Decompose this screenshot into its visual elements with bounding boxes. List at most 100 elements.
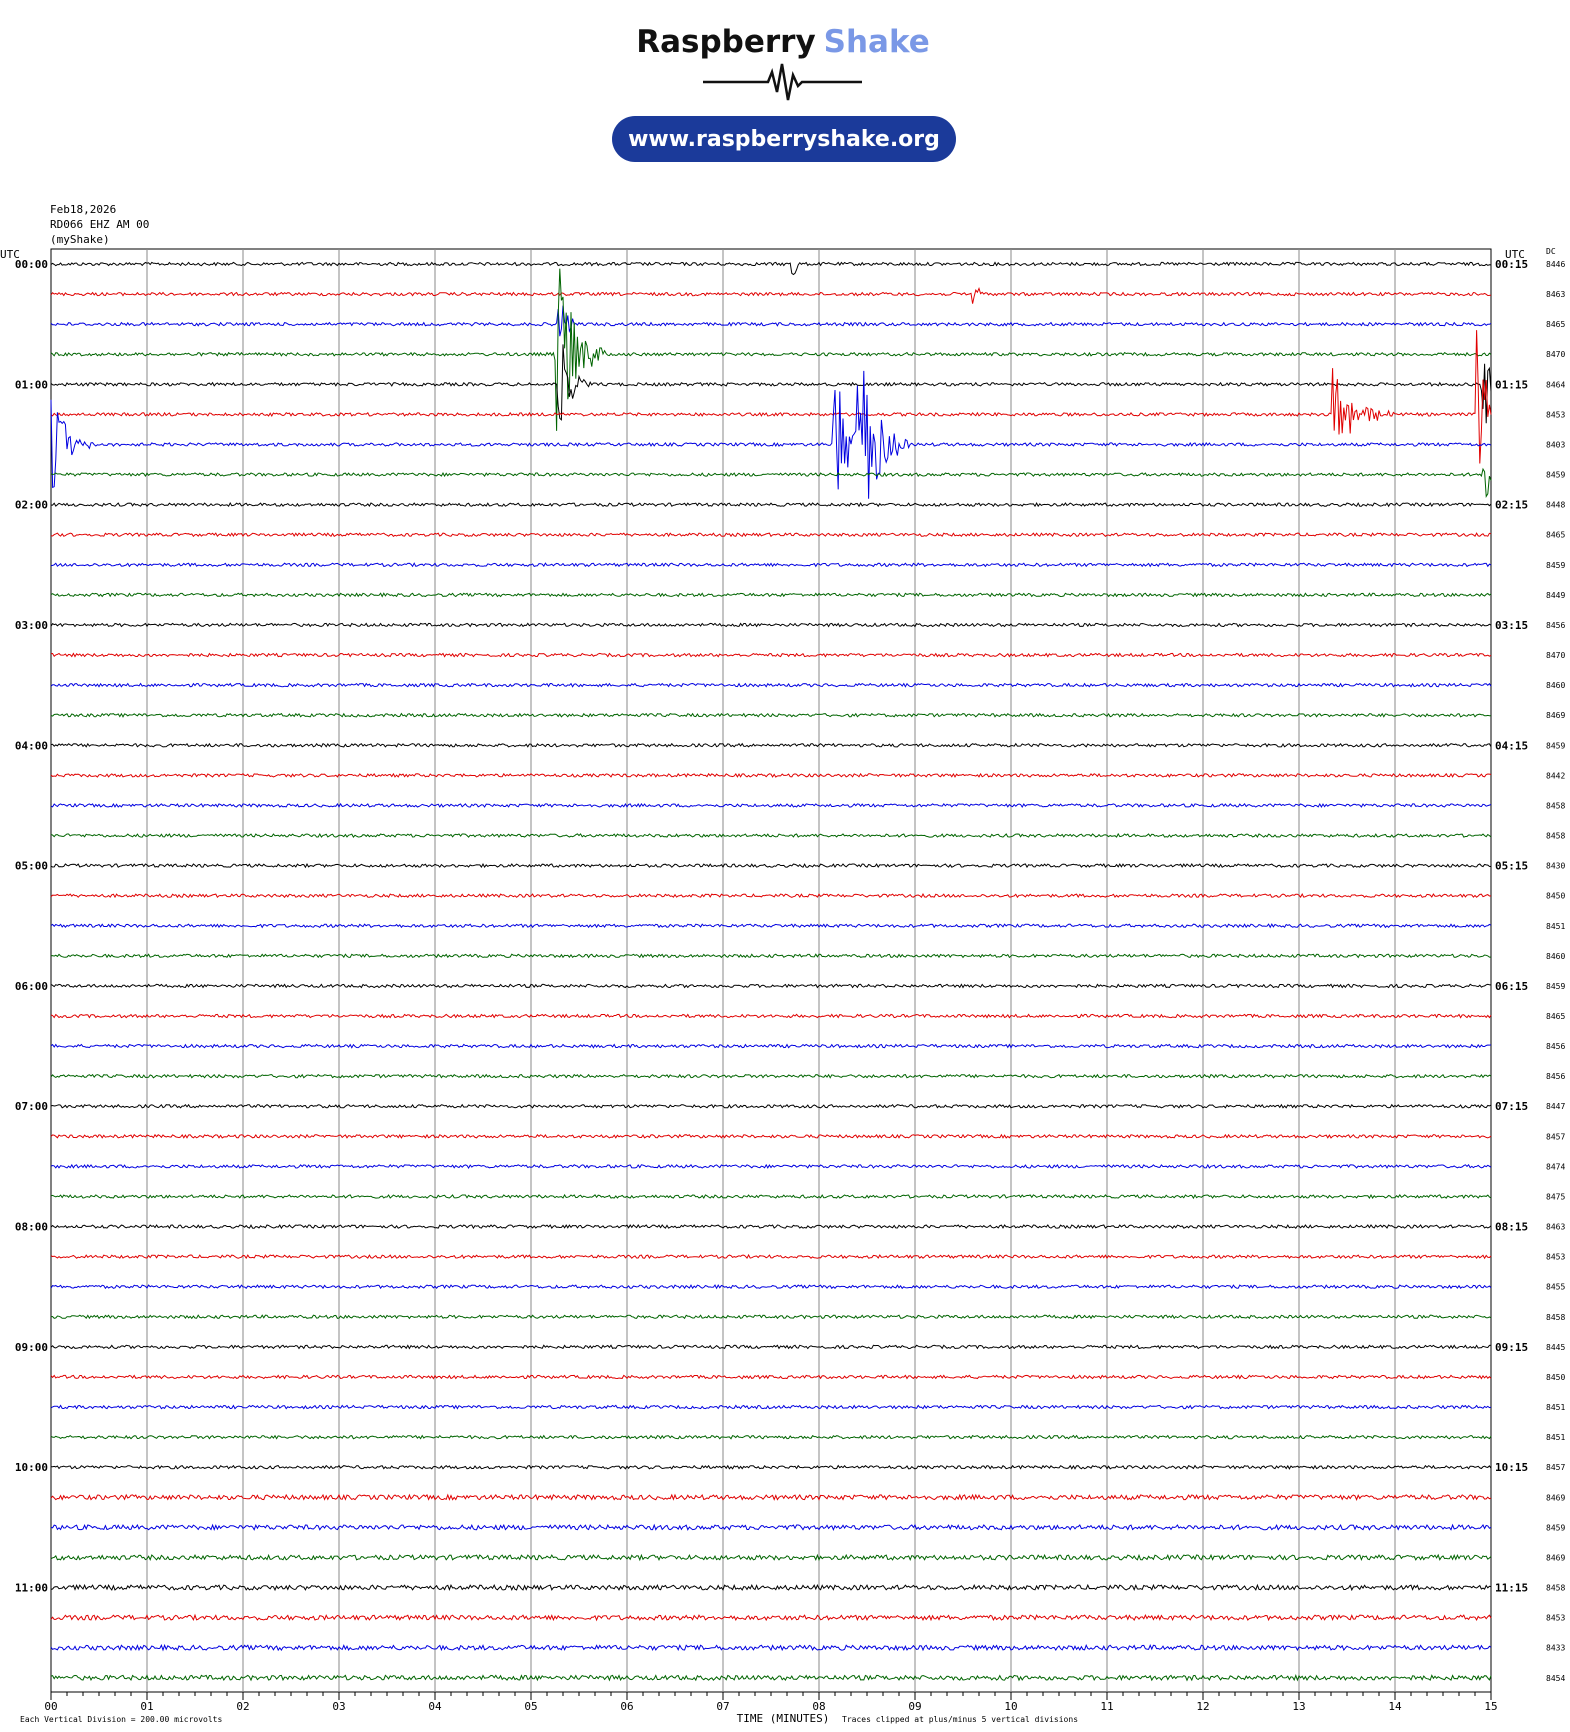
dc-title: DC [1546,247,1556,256]
dc-value: 8403 [1546,440,1565,449]
trace [50,802,1492,809]
trace [50,1163,1492,1169]
trace [50,893,1492,899]
trace [50,923,1492,929]
dc-value: 8474 [1546,1162,1565,1171]
trace [50,532,1492,538]
trace [50,1284,1492,1290]
right-axis-title: UTC [1505,248,1525,261]
left-time-label: 08:00 [15,1221,48,1234]
trace [50,330,1492,464]
dc-value: 8458 [1546,1584,1565,1593]
trace [50,983,1492,989]
right-time-label: 09:15 [1495,1341,1528,1354]
trace [50,1224,1492,1230]
dc-value: 8457 [1546,1132,1565,1141]
right-time-label: 00:15 [1495,258,1528,271]
trace [50,742,1492,748]
trace [50,1404,1492,1410]
dc-value: 8442 [1546,771,1565,780]
dc-value: 8433 [1546,1644,1565,1653]
brand-first: Raspberry [636,24,815,60]
x-tick-label: 09 [908,1700,921,1713]
trace [50,1043,1492,1049]
left-time-label: 00:00 [15,258,48,271]
x-tick-label: 07 [716,1700,729,1713]
left-time-label: 10:00 [15,1461,48,1474]
dc-value: 8470 [1546,350,1565,359]
trace [50,622,1492,628]
dc-value: 8456 [1546,1042,1565,1051]
dc-value: 8450 [1546,892,1565,901]
dc-value: 8456 [1546,621,1565,630]
trace [50,1523,1492,1532]
dc-value: 8447 [1546,1102,1565,1111]
dc-value: 8469 [1546,1493,1565,1502]
trace [50,562,1492,568]
dc-value: 8463 [1546,1223,1565,1232]
trace [50,682,1492,688]
trace [50,832,1492,839]
dc-value: 8465 [1546,1012,1565,1021]
x-tick-label: 03 [332,1700,345,1713]
right-time-label: 03:15 [1495,619,1528,632]
trace [50,652,1492,658]
x-tick-label: 08 [812,1700,825,1713]
x-tick-label: 01 [140,1700,153,1713]
left-time-label: 09:00 [15,1341,48,1354]
dc-value: 8451 [1546,1433,1565,1442]
left-time-label: 06:00 [15,980,48,993]
trace [50,1133,1492,1139]
dc-value: 8459 [1546,741,1565,750]
dc-value: 8430 [1546,862,1565,871]
trace [51,1464,1492,1470]
x-tick-label: 10 [1004,1700,1017,1713]
dc-value: 8449 [1546,591,1565,600]
left-time-label: 11:00 [15,1582,48,1595]
dc-value: 8458 [1546,1313,1565,1322]
left-time-label: 05:00 [15,860,48,873]
dc-value: 8455 [1546,1283,1565,1292]
trace [50,1583,1492,1592]
brand-second: Shake [824,24,930,60]
trace [50,1193,1492,1200]
dc-value: 8459 [1546,561,1565,570]
x-tick-label: 00 [44,1700,57,1713]
trace [50,1553,1492,1562]
dc-value: 8458 [1546,801,1565,810]
trace [50,261,1492,276]
right-time-label: 10:15 [1495,1461,1528,1474]
dc-value: 8465 [1546,531,1565,540]
right-time-label: 04:15 [1495,739,1528,752]
left-time-label: 01:00 [15,378,48,391]
dc-value: 8459 [1546,982,1565,991]
dc-value: 8469 [1546,711,1565,720]
trace [50,370,1492,499]
trace [50,1013,1492,1019]
x-tick-label: 02 [236,1700,249,1713]
dc-value: 8459 [1546,1523,1565,1532]
dc-value: 8448 [1546,501,1565,510]
dc-value: 8453 [1546,410,1565,419]
footer-left: Each Vertical Division = 200.00 microvol… [20,1715,222,1724]
dc-value: 8446 [1546,260,1565,269]
left-time-label: 03:00 [15,619,48,632]
dc-value: 8464 [1546,380,1565,389]
trace [50,1103,1492,1109]
right-time-label: 06:15 [1495,980,1528,993]
url: www.raspberryshake.org [628,127,940,152]
dc-value: 8458 [1546,832,1565,841]
dc-value: 8450 [1546,1373,1565,1382]
trace [50,1674,1492,1682]
trace [50,1493,1492,1501]
url-pill [612,116,956,162]
dc-value: 8463 [1546,290,1565,299]
trace [50,592,1492,598]
dc-value: 8451 [1546,1403,1565,1412]
trace [50,1434,1492,1440]
dc-value: 8453 [1546,1253,1565,1262]
dc-value: 8470 [1546,651,1565,660]
left-axis-title: UTC [0,248,20,261]
